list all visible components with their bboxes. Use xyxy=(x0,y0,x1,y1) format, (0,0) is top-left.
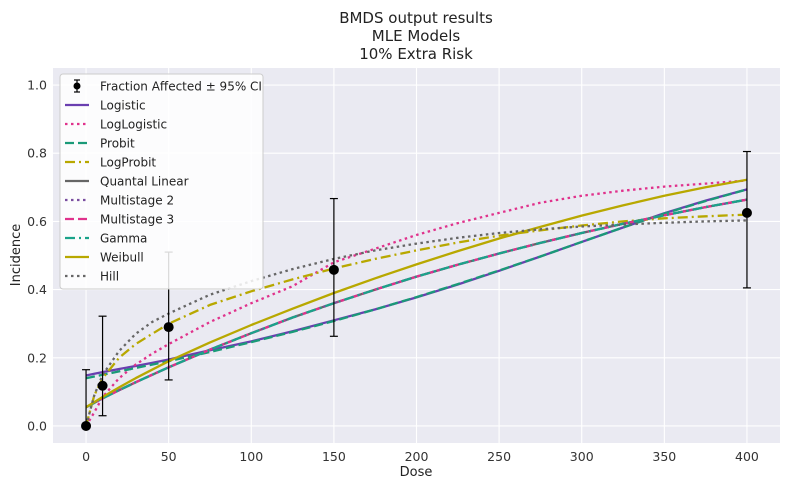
series-line-loglogistic xyxy=(85,179,748,427)
data-point xyxy=(97,380,108,391)
x-tick-label: 400 xyxy=(735,449,759,464)
observed-data xyxy=(81,150,752,431)
legend: Fraction Affected ± 95% CI Logistic LogLog… xyxy=(59,73,264,290)
legend-label: LogLogistic xyxy=(100,118,167,132)
chart-title: BMDS output results MLE Models 10% Extra… xyxy=(339,9,493,63)
x-tick-label: 150 xyxy=(322,449,346,464)
x-axis-label: Dose xyxy=(400,465,433,480)
legend-label: Logistic xyxy=(100,99,146,113)
legend-label-observed: Fraction Affected ± 95% CI xyxy=(100,80,262,94)
legend-label: Weibull xyxy=(100,251,144,265)
legend-label: Hill xyxy=(100,270,119,284)
data-point xyxy=(741,207,752,218)
y-axis-label: Incidence xyxy=(9,224,24,286)
x-tick-label: 350 xyxy=(652,449,676,464)
y-tick-label: 0.2 xyxy=(27,350,47,365)
x-axis-ticks: 0 50 100 150 200 250 300 350 400 xyxy=(82,449,759,464)
legend-label: Quantal Linear xyxy=(100,175,189,189)
y-tick-label: 1.0 xyxy=(27,78,47,93)
chart-title-line-1: BMDS output results xyxy=(339,9,493,27)
legend-label: Probit xyxy=(100,137,135,151)
chart-title-line-2: MLE Models xyxy=(372,27,461,45)
legend-label: Multistage 3 xyxy=(100,213,174,227)
x-tick-label: 100 xyxy=(239,449,263,464)
y-tick-label: 0.0 xyxy=(27,418,47,433)
data-point xyxy=(81,420,92,431)
series-line-logprobit xyxy=(84,213,748,427)
legend-marker-point xyxy=(73,82,81,90)
x-tick-label: 50 xyxy=(161,449,177,464)
y-tick-label: 0.8 xyxy=(27,146,47,161)
legend-label: Gamma xyxy=(100,232,147,246)
y-tick-label: 0.6 xyxy=(27,214,47,229)
legend-label: LogProbit xyxy=(100,156,156,170)
legend-label: Multistage 2 xyxy=(100,194,174,208)
data-point xyxy=(163,322,174,333)
y-tick-label: 0.4 xyxy=(27,282,47,297)
x-tick-label: 250 xyxy=(487,449,511,464)
x-tick-label: 200 xyxy=(405,449,429,464)
y-axis-ticks: 0.0 0.2 0.4 0.6 0.8 1.0 xyxy=(27,78,47,434)
data-point xyxy=(328,264,339,275)
x-tick-label: 0 xyxy=(82,449,90,464)
chart-title-line-3: 10% Extra Risk xyxy=(359,45,473,63)
x-tick-label: 300 xyxy=(570,449,594,464)
legend-box xyxy=(59,73,264,290)
